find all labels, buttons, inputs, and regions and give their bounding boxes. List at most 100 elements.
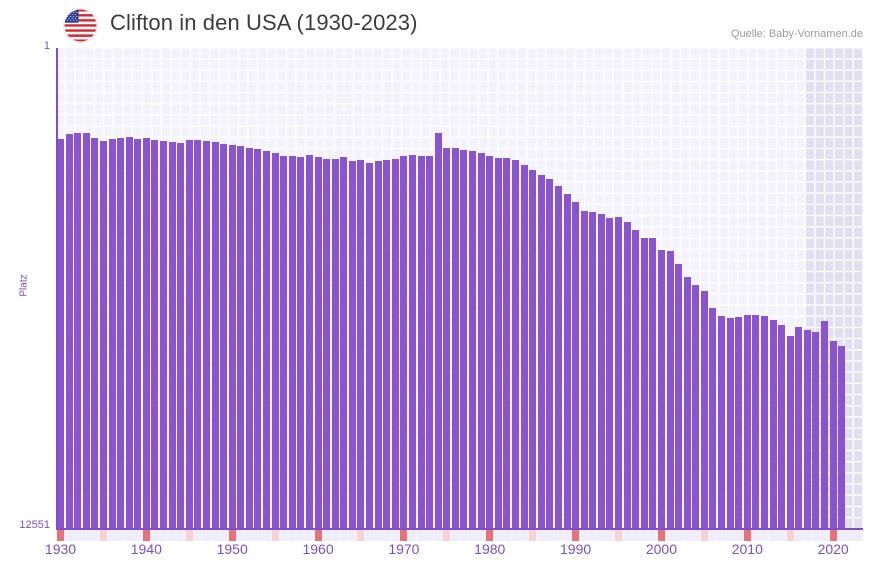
bar[interactable] (803, 329, 811, 528)
bar[interactable] (726, 318, 734, 528)
bar[interactable] (718, 316, 726, 528)
x-axis-tick (477, 530, 485, 541)
bar[interactable] (537, 174, 545, 528)
bar[interactable] (408, 154, 416, 528)
x-axis-tick (615, 530, 623, 541)
bar[interactable] (623, 222, 631, 528)
bar[interactable] (700, 290, 708, 528)
bar[interactable] (554, 186, 562, 528)
bar[interactable] (657, 249, 665, 528)
bar[interactable] (443, 147, 451, 528)
bar[interactable] (374, 161, 382, 528)
bar[interactable] (202, 140, 210, 528)
bar[interactable] (503, 158, 511, 528)
bar[interactable] (57, 139, 64, 528)
bar[interactable] (228, 145, 236, 528)
bar[interactable] (82, 132, 90, 528)
bar[interactable] (683, 276, 691, 528)
bar[interactable] (469, 150, 477, 528)
bar[interactable] (615, 217, 623, 528)
bar[interactable] (649, 238, 657, 528)
bar[interactable] (271, 152, 279, 528)
bar[interactable] (786, 335, 794, 528)
bar[interactable] (632, 230, 640, 528)
bar[interactable] (391, 158, 399, 528)
x-axis-tick (434, 530, 442, 541)
bar[interactable] (795, 326, 803, 528)
bar[interactable] (323, 158, 331, 528)
bar[interactable] (460, 150, 468, 528)
bar[interactable] (383, 160, 391, 528)
bar[interactable] (821, 321, 829, 528)
bar[interactable] (675, 263, 683, 528)
bar[interactable] (769, 319, 777, 528)
bar[interactable] (99, 140, 107, 528)
bar[interactable] (494, 158, 502, 528)
bar[interactable] (829, 341, 837, 528)
bar[interactable] (546, 178, 554, 528)
bar[interactable] (580, 211, 588, 528)
bar[interactable] (709, 307, 717, 528)
bar[interactable] (151, 139, 159, 528)
bar[interactable] (400, 156, 408, 528)
bar[interactable] (417, 156, 425, 528)
x-axis-tick (417, 530, 425, 541)
bar[interactable] (640, 237, 648, 528)
bar[interactable] (263, 151, 271, 528)
bar[interactable] (331, 158, 339, 528)
bar[interactable] (65, 134, 73, 528)
bar[interactable] (125, 137, 133, 528)
bar[interactable] (735, 316, 743, 528)
bar[interactable] (220, 143, 228, 528)
bar[interactable] (74, 132, 82, 528)
bar[interactable] (314, 157, 322, 528)
bar[interactable] (752, 315, 760, 528)
bar[interactable] (142, 137, 150, 528)
x-axis-tick (305, 530, 313, 541)
bar[interactable] (426, 156, 434, 528)
bar[interactable] (348, 160, 356, 528)
bar[interactable] (280, 156, 288, 528)
bar[interactable] (838, 345, 846, 528)
bar[interactable] (117, 138, 125, 528)
bar[interactable] (254, 148, 262, 528)
bar[interactable] (357, 160, 365, 528)
bar[interactable] (185, 139, 193, 528)
bar[interactable] (563, 193, 571, 528)
bar[interactable] (237, 145, 245, 528)
bar[interactable] (477, 153, 485, 528)
bar[interactable] (168, 142, 176, 528)
x-axis-label: 1950 (216, 541, 248, 557)
x-axis-tick (632, 530, 640, 541)
bar[interactable] (305, 155, 313, 528)
bar[interactable] (91, 137, 99, 528)
bar[interactable] (434, 132, 442, 528)
bar[interactable] (297, 156, 305, 528)
bar[interactable] (572, 201, 580, 528)
x-axis-tick (735, 530, 743, 541)
bar[interactable] (245, 148, 253, 528)
bar[interactable] (486, 156, 494, 528)
bar[interactable] (177, 142, 185, 528)
bar[interactable] (743, 314, 751, 528)
bar[interactable] (451, 147, 459, 528)
bar[interactable] (108, 139, 116, 528)
bar[interactable] (340, 156, 348, 528)
bar[interactable] (134, 139, 142, 528)
bar[interactable] (812, 331, 820, 528)
bar[interactable] (529, 169, 537, 528)
bar[interactable] (520, 165, 528, 528)
bar[interactable] (288, 156, 296, 528)
bar[interactable] (160, 140, 168, 528)
bar[interactable] (194, 139, 202, 528)
bar[interactable] (597, 214, 605, 528)
bar[interactable] (666, 250, 674, 528)
bar[interactable] (606, 218, 614, 528)
bar[interactable] (760, 316, 768, 528)
bar[interactable] (778, 324, 786, 528)
bar[interactable] (589, 212, 597, 528)
bar[interactable] (692, 285, 700, 528)
bar[interactable] (512, 160, 519, 528)
bar[interactable] (366, 162, 374, 528)
bar[interactable] (211, 141, 219, 528)
